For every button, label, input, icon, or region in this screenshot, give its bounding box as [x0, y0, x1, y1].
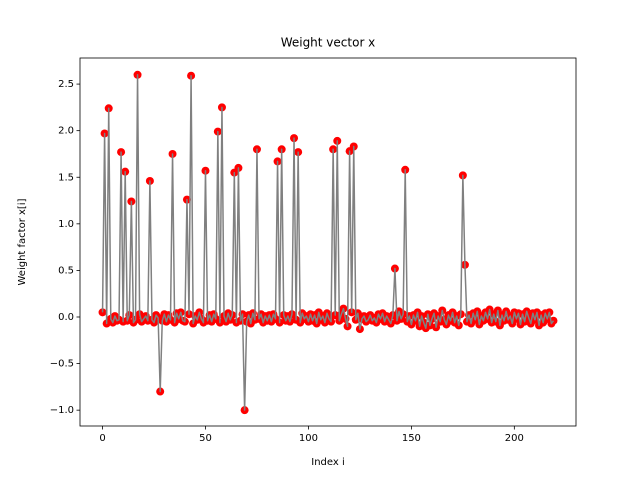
x-tick-label: 0: [99, 433, 105, 444]
y-tick-label: 1.0: [58, 219, 74, 230]
x-axis-label: Index i: [311, 457, 345, 468]
y-tick-label: 1.5: [58, 172, 74, 183]
y-tick-label: −1.0: [50, 405, 74, 416]
y-axis-label: Weight factor x[i]: [17, 198, 28, 285]
plot-frame: [79, 57, 577, 427]
x-tick-label: 50: [199, 433, 212, 444]
x-tick-label: 100: [299, 433, 318, 444]
y-tick-label: 0.0: [58, 312, 74, 323]
y-tick-label: 2.0: [58, 126, 74, 137]
y-tick-label: 0.5: [58, 265, 74, 276]
x-tick-label: 200: [505, 433, 524, 444]
y-tick-label: −0.5: [50, 359, 74, 370]
x-tick-label: 150: [402, 433, 421, 444]
chart-title: Weight vector x: [281, 36, 376, 50]
y-tick-label: 2.5: [58, 79, 74, 90]
series-line: [101, 74, 555, 411]
